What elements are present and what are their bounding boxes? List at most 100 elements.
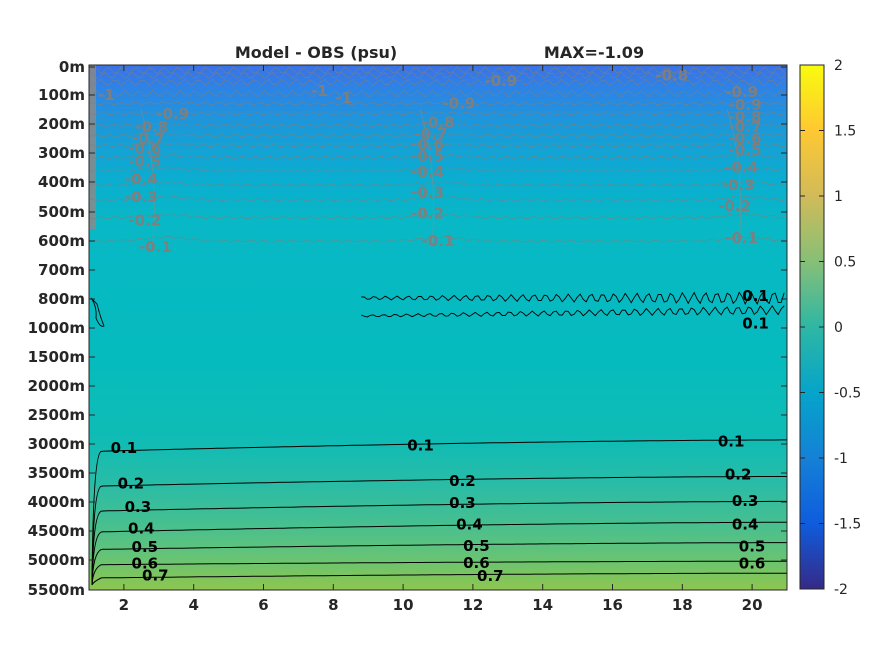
lower-contour-label: 0.2 bbox=[118, 474, 145, 492]
small-contour-loop bbox=[90, 297, 105, 327]
upper-contour-line bbox=[89, 71, 786, 80]
x-tick-label: 14 bbox=[532, 596, 553, 614]
upper-contour-label: -0.2 bbox=[718, 197, 751, 215]
lower-contour-line bbox=[91, 560, 787, 586]
upper-contour-label: -0.9 bbox=[729, 96, 762, 114]
upper-contour-label: -0.6 bbox=[729, 130, 762, 148]
mid-contour-label: 0.1 bbox=[742, 287, 769, 305]
colorbar-tick-label: -2 bbox=[834, 582, 848, 598]
upper-contour-label: -0.1 bbox=[422, 232, 455, 250]
contour-labels: -1 -1 -1-0.9 -0.8-0.9-0.8-0.7-0.6-0.5-0.4-0… bbox=[98, 66, 769, 585]
lower-contour-label: 0.6 bbox=[463, 554, 490, 572]
x-tick-label: 8 bbox=[328, 596, 338, 614]
upper-contour-label: -0.3 bbox=[411, 184, 444, 202]
y-tick-label: 5000m bbox=[28, 551, 85, 569]
edge-contour-band bbox=[89, 65, 96, 230]
contour-column bbox=[726, 109, 742, 247]
upper-contour-label: -0.7 bbox=[729, 118, 762, 136]
lower-contour-line bbox=[91, 572, 787, 586]
y-tick-label: 0m bbox=[59, 58, 85, 76]
y-tick-label: 5500m bbox=[28, 581, 85, 599]
upper-contour-line bbox=[89, 122, 786, 128]
x-tick-label: 4 bbox=[188, 596, 198, 614]
colorbar-tick-label: 1.5 bbox=[834, 124, 856, 140]
y-tick-label: 100m bbox=[38, 86, 85, 104]
y-tick-label: 300m bbox=[38, 144, 85, 162]
lower-contour-label: 0.3 bbox=[125, 498, 152, 516]
upper-contour-line bbox=[89, 101, 786, 106]
y-tick-label: 2000m bbox=[28, 377, 85, 395]
upper-contour-label: -0.9 bbox=[484, 72, 517, 90]
upper-contour-line bbox=[89, 153, 786, 160]
lower-contour-line bbox=[91, 542, 787, 586]
upper-contour-label: -0.2 bbox=[128, 212, 161, 230]
upper-contour-line bbox=[89, 66, 786, 75]
lower-contour-label: 0.6 bbox=[132, 555, 159, 573]
upper-contour-label: -0.3 bbox=[125, 188, 158, 206]
upper-contour-line bbox=[89, 180, 786, 187]
lower-contour-label: 0.1 bbox=[111, 439, 138, 457]
upper-contour-label: -0.6 bbox=[411, 135, 444, 153]
upper-contour-line bbox=[89, 78, 786, 87]
colorbar-tick-label: 0.5 bbox=[834, 255, 856, 271]
contour-column bbox=[140, 109, 155, 247]
upper-contour-label: -0.1 bbox=[725, 229, 758, 247]
chart-title: Model - OBS (psu) bbox=[235, 43, 397, 62]
lower-contour-label: 0.2 bbox=[449, 472, 476, 490]
y-tick-label: 3500m bbox=[28, 464, 85, 482]
contour-column bbox=[419, 109, 434, 247]
max-annotation: MAX=-1.09 bbox=[544, 43, 644, 62]
upper-contour-label: -0.8 bbox=[655, 66, 688, 84]
colorbar-tick-label: -1.5 bbox=[834, 517, 861, 533]
lower-contour-label: 0.2 bbox=[725, 466, 752, 484]
lower-contour-line bbox=[91, 500, 787, 586]
x-tick-label: 18 bbox=[672, 596, 693, 614]
y-tick-label: 1000m bbox=[28, 319, 85, 337]
lower-contour-label: 0.7 bbox=[477, 567, 504, 585]
y-axis: 0m 100m 200m 300m 400m 500m 600m 700m 800m 1000m 1… bbox=[28, 58, 787, 599]
upper-contour-label: -0.4 bbox=[125, 170, 158, 188]
lower-contour-label: 0.4 bbox=[456, 516, 483, 534]
mid-contour-line bbox=[361, 290, 785, 306]
x-axis: 2 4 6 8 10 12 14 16 18 20 bbox=[119, 65, 763, 614]
y-tick-label: 1500m bbox=[28, 348, 85, 366]
upper-contour-label: -1 bbox=[311, 82, 328, 100]
upper-contour-label: -0.9 bbox=[725, 83, 758, 101]
upper-contour-label: -0.2 bbox=[411, 204, 444, 222]
y-tick-label: 4500m bbox=[28, 522, 85, 540]
upper-contour-line bbox=[89, 132, 786, 138]
lower-contour-label: 0.3 bbox=[449, 494, 476, 512]
lower-contour-label: 0.5 bbox=[739, 538, 766, 556]
upper-contour-line bbox=[89, 89, 786, 98]
x-tick-label: 10 bbox=[393, 596, 414, 614]
x-tick-label: 20 bbox=[742, 596, 763, 614]
upper-contour-label: -0.5 bbox=[411, 147, 444, 165]
y-tick-label: 4000m bbox=[28, 493, 85, 511]
upper-contour-line bbox=[89, 166, 786, 173]
upper-contour-label: -0.8 bbox=[135, 118, 168, 136]
y-tick-label: 400m bbox=[38, 173, 85, 191]
y-tick-label: 2500m bbox=[28, 406, 85, 424]
lower-contour-label: 0.3 bbox=[732, 492, 759, 510]
upper-contour-line bbox=[89, 235, 786, 243]
y-tick-label: 600m bbox=[38, 232, 85, 250]
upper-contour-label: -0.8 bbox=[729, 108, 762, 126]
x-tick-label: 6 bbox=[258, 596, 268, 614]
contour-lines bbox=[89, 65, 787, 586]
lower-contour-label: 0.4 bbox=[128, 520, 155, 538]
lower-contour-line bbox=[91, 521, 787, 586]
upper-contour-label: -0.7 bbox=[415, 125, 448, 143]
x-tick-label: 12 bbox=[462, 596, 483, 614]
upper-contour-label: -0.4 bbox=[725, 159, 758, 177]
upper-contour-label: -1 bbox=[98, 86, 115, 104]
upper-contour-label: -1 bbox=[335, 89, 352, 107]
y-tick-label: 800m bbox=[38, 290, 85, 308]
lower-contour-line bbox=[91, 439, 787, 586]
upper-contour-line bbox=[89, 111, 786, 116]
upper-contour-label: -0.9 bbox=[156, 105, 189, 123]
lower-contour-label: 0.1 bbox=[718, 433, 745, 451]
upper-contour-label: -0.6 bbox=[128, 140, 161, 158]
lower-contour-label: 0.5 bbox=[463, 537, 490, 555]
upper-contour-label: -0.8 bbox=[422, 114, 455, 132]
heatmap-area bbox=[89, 65, 787, 590]
